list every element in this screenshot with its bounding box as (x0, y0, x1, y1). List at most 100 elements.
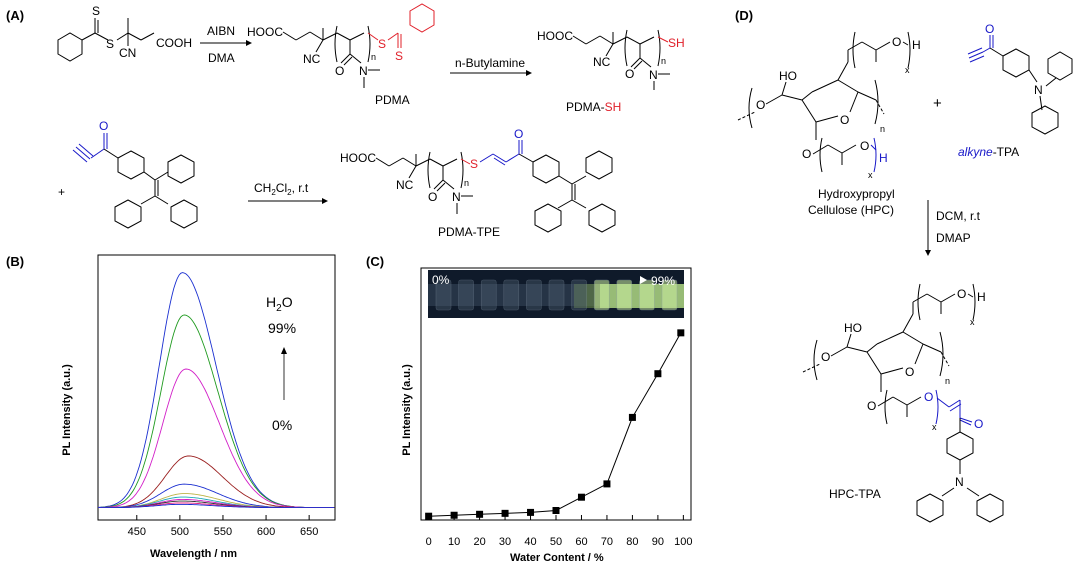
svg-text:N: N (359, 64, 368, 78)
vial (593, 279, 610, 311)
svg-text:O: O (802, 147, 811, 161)
data-point (552, 507, 560, 514)
svg-text:H: H (977, 290, 986, 304)
panel-a-scheme: (A) S S CN COOH AIBN DMA HOOC (6, 3, 685, 239)
svg-text:N: N (1034, 83, 1043, 97)
svg-text:O: O (335, 64, 344, 78)
y-axis-label-b: PL Intensity (a.u.) (61, 364, 73, 456)
svg-text:PDMA: PDMA (375, 93, 410, 107)
svg-text:Cellulose (HPC): Cellulose (HPC) (808, 203, 894, 217)
svg-text:O: O (860, 139, 869, 153)
svg-text:DMA: DMA (208, 51, 235, 65)
svg-text:O: O (867, 399, 876, 413)
svg-text:H: H (912, 38, 921, 52)
vial (661, 279, 678, 311)
vial (616, 279, 633, 311)
svg-text:O: O (924, 390, 933, 404)
svg-text:N: N (649, 68, 658, 82)
svg-text:COOH: COOH (156, 36, 192, 50)
data-point (501, 509, 509, 517)
vial-photo-inset: 0% 99% (428, 270, 684, 318)
svg-text:x: x (932, 422, 937, 432)
x-axis-label-c: Water Content / % (510, 552, 604, 564)
pdma-molecule: HOOC NC O N n S S (247, 3, 435, 107)
svg-text:Hydroxypropyl: Hydroxypropyl (818, 187, 895, 201)
data-point (628, 413, 636, 421)
spectra-curves (97, 272, 335, 509)
data-point (476, 510, 484, 518)
x-tick-label-c: 60 (575, 536, 587, 548)
svg-text:0%: 0% (272, 417, 292, 433)
x-tick-label-c: 40 (524, 536, 536, 548)
water-formula: H2O (266, 294, 293, 314)
data-point (425, 512, 433, 520)
vial (503, 279, 520, 311)
x-tick-label-b: 650 (300, 526, 318, 538)
tpe-alkyne-molecule: O (72, 119, 198, 229)
pdma-tpe-molecule: HOOC NC O N n S (340, 127, 616, 239)
svg-text:HOOC: HOOC (247, 25, 283, 39)
svg-text:NC: NC (303, 52, 321, 66)
reagent-3: CH2Cl2, r.t (254, 181, 309, 197)
x-axis-ticks-c: 0 10 20 30 40 50 60 70 80 90 100 (426, 515, 693, 548)
svg-text:n: n (880, 124, 885, 134)
x-axis-ticks-b: 450 500 550 600 650 (128, 515, 318, 538)
data-point (677, 329, 685, 337)
panel-a-label: (A) (6, 8, 24, 23)
panel-c-chart: (C) 0% 99% 0 10 20 30 40 50 60 70 80 90 100 Water … (366, 254, 693, 564)
x-tick-label-b: 450 (128, 526, 146, 538)
x-tick-label-c: 10 (448, 536, 460, 548)
plot-frame-b (97, 254, 336, 521)
panel-c-label: (C) (366, 254, 384, 269)
svg-text:x: x (970, 317, 975, 327)
svg-text:99%: 99% (268, 320, 296, 336)
alkyne-tpa-label: alkyne-TPA (958, 145, 1019, 159)
svg-text:HOOC: HOOC (340, 151, 376, 165)
plus-sign-a: + (58, 185, 65, 199)
svg-text:x: x (868, 170, 873, 180)
alkyne-tpa-molecule: O N alkyne-TPA (958, 22, 1073, 159)
data-point (527, 508, 535, 516)
plus-sign-d: + (933, 95, 942, 112)
svg-text:NC: NC (396, 178, 414, 192)
vial (435, 279, 452, 311)
pdma-sh-molecule: HOOC NC O N n SH PDMA-SH (537, 29, 685, 114)
svg-text:S: S (106, 37, 114, 51)
data-point (654, 370, 662, 378)
panel-b-label: (B) (6, 254, 24, 269)
svg-text:O: O (428, 190, 437, 204)
svg-text:n: n (945, 376, 950, 386)
svg-text:O: O (840, 113, 849, 127)
svg-text:HOOC: HOOC (537, 29, 573, 43)
svg-text:N: N (452, 190, 461, 204)
svg-text:PDMA-TPE: PDMA-TPE (438, 225, 500, 239)
svg-text:O: O (974, 417, 983, 431)
x-tick-label-b: 600 (257, 526, 275, 538)
hpc-tpa-molecule: O O HO O H x n (802, 283, 1004, 523)
svg-text:HO: HO (779, 69, 797, 83)
svg-text:SH: SH (668, 36, 685, 50)
data-point (603, 480, 611, 488)
water-content-points (425, 329, 685, 520)
svg-text:O: O (905, 365, 914, 379)
svg-text:DCM, r.t: DCM, r.t (936, 209, 981, 223)
spectrum-curve-2 (97, 314, 335, 509)
svg-text:n: n (661, 56, 666, 66)
water-content-line (428, 332, 682, 517)
panel-d-label: (D) (735, 8, 753, 23)
svg-text:O: O (985, 22, 994, 36)
x-tick-label-c: 100 (674, 536, 692, 548)
svg-text:CN: CN (119, 46, 136, 60)
x-tick-label-c: 70 (601, 536, 613, 548)
vial (571, 279, 587, 311)
svg-text:S: S (395, 49, 403, 63)
hpc-molecule: O O HO O H x n (737, 31, 921, 217)
svg-text:N: N (955, 475, 964, 489)
y-axis-label-c: PL Intensity (a.u.) (401, 364, 413, 456)
pdma-sh-label: PDMA-SH (566, 100, 621, 114)
svg-text:O: O (892, 35, 901, 49)
data-point (450, 511, 458, 519)
svg-text:H: H (879, 151, 888, 165)
panel-b-spectra: (B) 450 500 550 600 650 Wavelength / nm PL I… (6, 254, 336, 560)
